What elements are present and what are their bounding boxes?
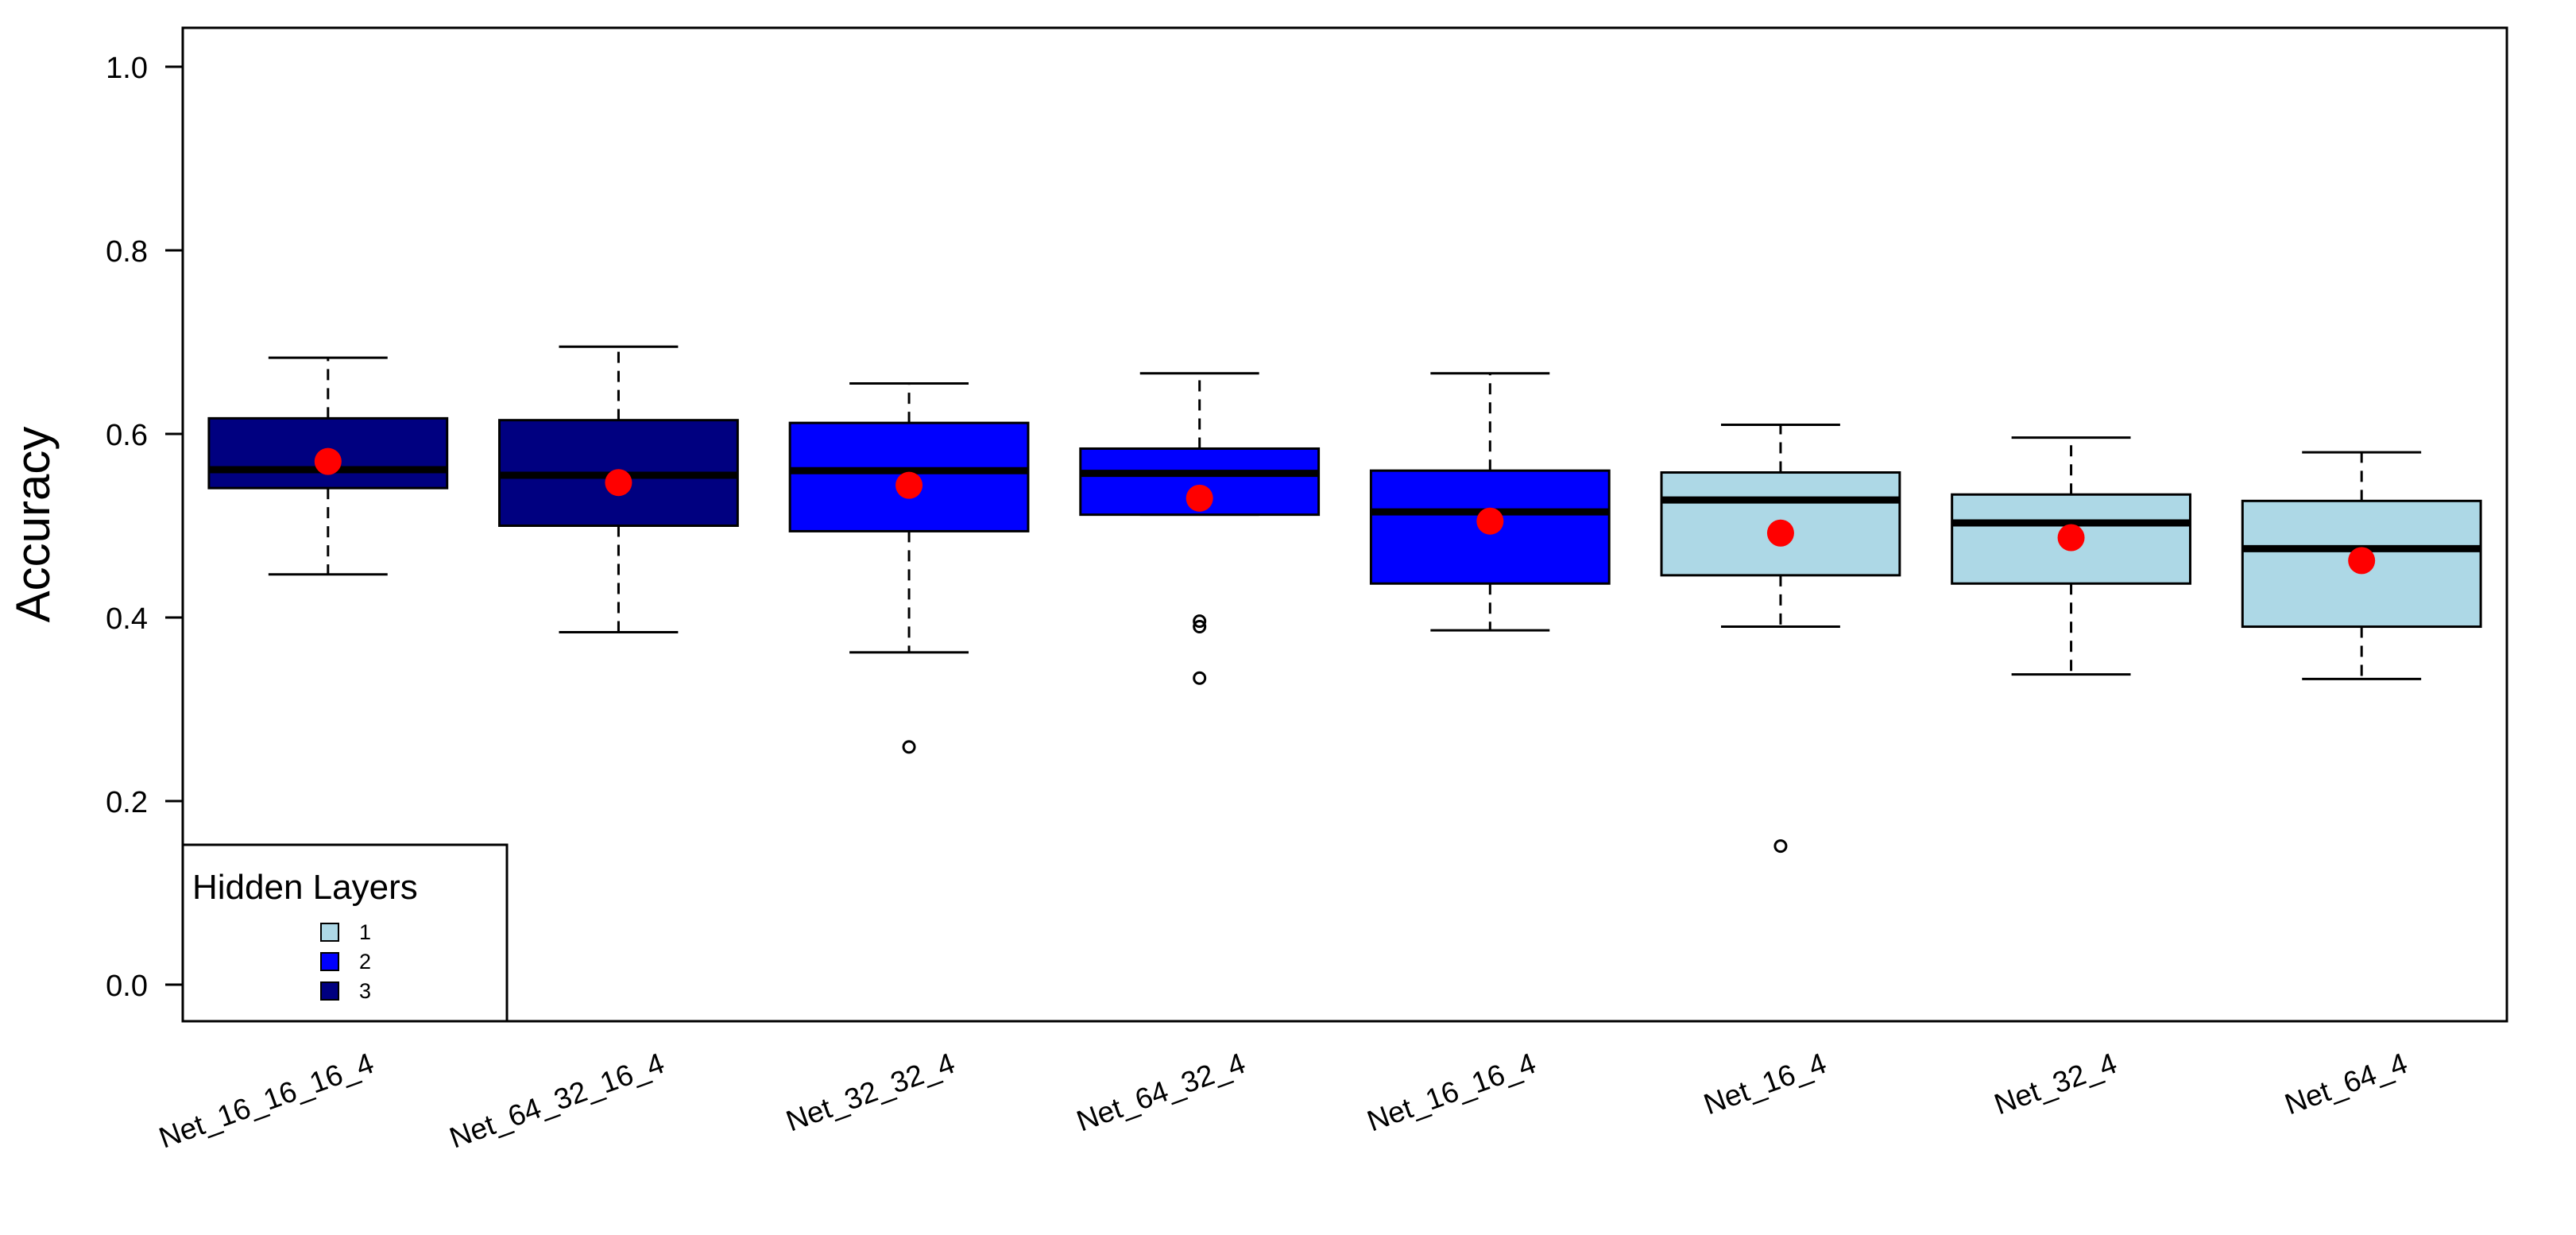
legend-title: Hidden Layers <box>192 868 418 907</box>
x-tick-label-Net_64_4: Net_64_4 <box>2280 1047 2412 1121</box>
box-Net_32_32_4 <box>788 381 1030 754</box>
x-tick-label-Net_64_32_4: Net_64_32_4 <box>1073 1047 1250 1138</box>
legend-swatch-3 <box>320 981 339 1001</box>
y-axis: 0.0 0.2 0.4 0.6 0.8 1.0 <box>106 52 184 1003</box>
x-axis-labels: Net_16_16_16_4 Net_64_32_16_4 Net_32_32_4 N… <box>155 1047 2412 1155</box>
legend: Hidden Layers 1 2 3 <box>181 843 509 1023</box>
mean-point <box>605 469 632 497</box>
legend-label-2: 2 <box>359 950 371 974</box>
x-tick-label-Net_32_32_4: Net_32_32_4 <box>782 1047 959 1138</box>
mean-point <box>1186 484 1213 512</box>
box-Net_32_4 <box>1951 436 2191 676</box>
outlier-point <box>1193 614 1207 629</box>
mean-point <box>895 471 923 499</box>
y-tick-label-0.0: 0.0 <box>106 970 148 1003</box>
outlier-point <box>902 740 916 754</box>
x-tick-label-Net_16_16_16_4: Net_16_16_16_4 <box>155 1047 378 1155</box>
outlier-point <box>1193 620 1207 634</box>
x-tick-label-Net_32_4: Net_32_4 <box>1990 1047 2121 1121</box>
box-Net_16_16_16_4 <box>207 356 449 576</box>
outlier-point <box>1193 671 1207 685</box>
outlier-point <box>1773 839 1788 854</box>
y-tick-label-0.6: 0.6 <box>106 419 148 452</box>
x-tick-label-Net_64_32_16_4: Net_64_32_16_4 <box>445 1047 668 1155</box>
legend-frame <box>181 843 509 1023</box>
mean-point <box>2348 547 2376 575</box>
box-Net_64_4 <box>2241 451 2482 680</box>
box-Net_16_4 <box>1660 423 1901 854</box>
box-iqr <box>1660 471 1901 577</box>
y-tick-label-0.4: 0.4 <box>106 602 148 636</box>
mean-point <box>314 447 342 475</box>
legend-swatch-1 <box>320 923 339 942</box>
legend-label-1: 1 <box>359 920 371 944</box>
y-axis-label: Accuracy <box>6 427 60 623</box>
y-tick-label-1.0: 1.0 <box>106 52 148 85</box>
mean-point <box>1476 507 1504 535</box>
box-Net_64_32_16_4 <box>498 345 739 633</box>
mean-point <box>1766 519 1794 547</box>
mean-point <box>2057 524 2085 552</box>
x-tick-label-Net_16_16_4: Net_16_16_4 <box>1363 1047 1540 1138</box>
box-Net_16_16_4 <box>1369 372 1611 632</box>
legend-label-3: 3 <box>359 979 371 1003</box>
box-Net_64_32_4 <box>1079 372 1321 685</box>
box-series <box>207 345 2482 854</box>
x-tick-label-Net_16_4: Net_16_4 <box>1700 1047 1831 1121</box>
legend-swatch-2 <box>320 952 339 971</box>
y-tick-label-0.8: 0.8 <box>106 235 148 269</box>
y-tick-label-0.2: 0.2 <box>106 786 148 819</box>
